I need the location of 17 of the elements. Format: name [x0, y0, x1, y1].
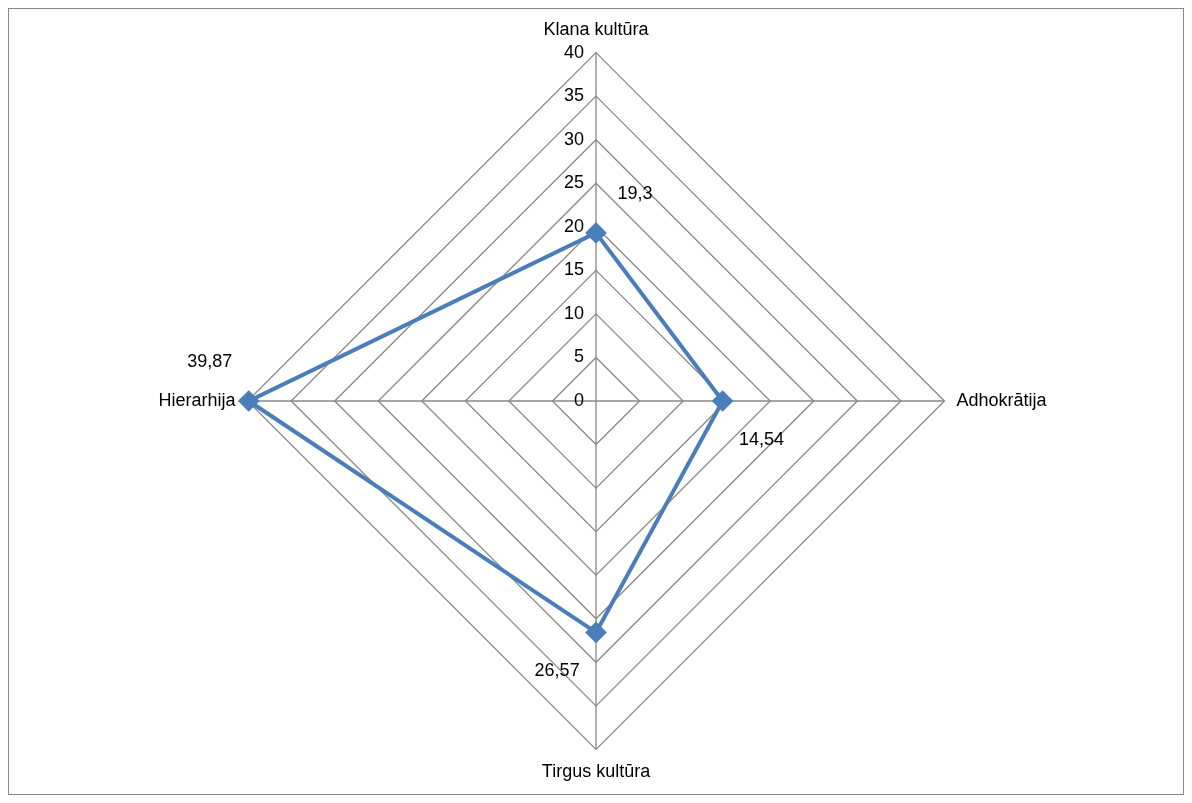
y-tick-label: 20 — [563, 215, 584, 236]
y-tick-label: 30 — [563, 128, 584, 149]
spoke-label: Adhokrātija — [956, 389, 1048, 410]
y-tick-label: 35 — [563, 85, 584, 106]
y-tick-label: 25 — [563, 172, 584, 193]
spoke-label: Klana kultūra — [543, 18, 650, 39]
y-tick-label: 15 — [563, 259, 584, 280]
y-tick-label: 5 — [573, 346, 584, 367]
y-tick-label: 10 — [563, 302, 584, 323]
data-label: 19,3 — [617, 182, 653, 203]
data-label: 39,87 — [187, 351, 233, 372]
y-tick-label: 40 — [563, 41, 584, 62]
spoke-label: Tirgus kultūra — [541, 761, 652, 782]
data-label: 26,57 — [534, 660, 580, 681]
spoke-label: Hierarhija — [158, 389, 237, 410]
data-label: 14,54 — [739, 428, 785, 449]
y-tick-label: 0 — [573, 389, 584, 410]
